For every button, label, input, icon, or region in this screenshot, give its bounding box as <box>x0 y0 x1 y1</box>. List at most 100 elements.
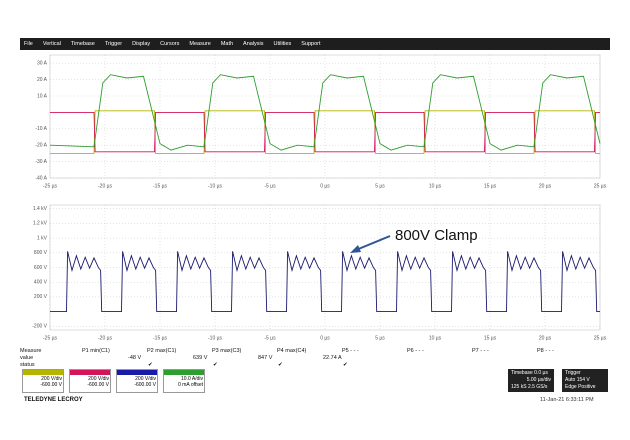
y-tick-label: 200 V <box>34 294 48 300</box>
menu-item[interactable]: Trigger <box>104 41 123 47</box>
channel-offset: -600.00 V <box>40 382 62 388</box>
measure-value: -48 V <box>128 355 142 361</box>
channel-offset: 0 mA offset <box>178 382 203 388</box>
x-tick-label: 5 µs <box>375 183 385 189</box>
x-tick-label: -5 µs <box>264 183 276 189</box>
channel-offset: -600.00 V <box>134 382 156 388</box>
trigger-label: Trigger <box>565 370 581 376</box>
x-tick-label: -15 µs <box>153 183 167 189</box>
x-tick-label: 0 µs <box>320 335 330 341</box>
measure-table: Measure P1 min(C1) P2 max(C1) P3 max(C3) P4 … <box>20 348 610 369</box>
x-tick-label: -20 µs <box>98 335 112 341</box>
timebase-box[interactable]: Timebase 0.0 µs 5.00 µs/div 125 kS 2.5 G… <box>508 369 554 392</box>
measure-values: value -48 V 639 V 847 V 22.74 A <box>20 355 610 362</box>
annotation-arrow <box>355 235 391 251</box>
trigger-type: Edge <box>565 384 577 390</box>
measure-value: 847 V <box>258 355 273 361</box>
x-tick-label: 25 µs <box>594 183 607 189</box>
y-tick-label: 1 kV <box>37 235 48 241</box>
channel-color <box>117 370 157 375</box>
x-tick-label: 5 µs <box>375 335 385 341</box>
measure-header: P3 max(C3) <box>212 348 242 354</box>
y-tick-label: 800 V <box>34 250 48 256</box>
measure-value: 639 V <box>193 355 208 361</box>
measure-header: P6 - - - <box>407 348 424 354</box>
measure-header: P7 - - - <box>472 348 489 354</box>
measure-header: P8 - - - <box>537 348 554 354</box>
trace <box>50 251 600 313</box>
measure-status: status ✔ ✔ ✔ ✔ <box>20 362 348 368</box>
channel-box[interactable]: 10.0 A/div 0 mA offset <box>163 369 205 393</box>
timebase-delay: 0.0 µs <box>534 370 548 376</box>
measure-header: Measure <box>20 348 42 354</box>
y-tick-label: -10 A <box>35 126 47 132</box>
timebase-samples: 125 kS <box>511 384 527 390</box>
menu-item[interactable]: Cursors <box>160 41 180 47</box>
x-tick-label: 10 µs <box>429 183 442 189</box>
menu-item[interactable]: Display <box>132 41 151 47</box>
annotation: 800V Clamp <box>395 227 478 244</box>
x-tick-label: 25 µs <box>594 335 607 341</box>
timebase-scale: 5.00 µs/div <box>526 377 551 383</box>
menu-item[interactable]: Measure <box>189 41 211 47</box>
trigger-slope: Positive <box>578 384 596 390</box>
menu-item[interactable]: Vertical <box>42 41 61 47</box>
x-tick-label: -15 µs <box>153 335 167 341</box>
y-tick-label: 30 A <box>37 61 48 67</box>
menu-bar: File Vertical Timebase Trigger Display Cursor… <box>20 38 610 50</box>
trigger-mode: Auto <box>565 377 576 383</box>
x-tick-label: 10 µs <box>429 335 442 341</box>
x-tick-label: 15 µs <box>484 335 497 341</box>
channel-box[interactable]: 200 V/div -600.00 V <box>116 369 158 393</box>
menu-item[interactable]: File <box>24 41 33 47</box>
x-tick-label: 20 µs <box>539 183 552 189</box>
x-tick-label: -25 µs <box>43 335 57 341</box>
y-tick-label: 1.4 kV <box>33 206 48 212</box>
measure-header: Measure P1 min(C1) P2 max(C1) P3 max(C3) P4 … <box>20 348 610 355</box>
channel-box[interactable]: 200 V/div -600.00 V <box>22 369 64 393</box>
y-tick-label: 400 V <box>34 280 48 286</box>
measure-header: P4 max(C4) <box>277 348 307 354</box>
channel-color <box>70 370 110 375</box>
timestamp: 11-Jan-21 6:33:11 PM <box>540 397 594 403</box>
x-tick-label: 0 µs <box>320 183 330 189</box>
timebase-label: Timebase <box>511 370 533 376</box>
channel-scale: 200 V/div <box>135 376 156 382</box>
arrow-head <box>350 245 361 253</box>
menu-item[interactable]: Analysis <box>243 41 264 47</box>
channel-color <box>23 370 63 375</box>
menu-item[interactable]: Math <box>220 41 234 47</box>
menu-item[interactable]: Support <box>301 41 321 47</box>
trace <box>50 111 600 153</box>
channel-scale: 200 V/div <box>88 376 109 382</box>
plot-frame <box>49 204 601 331</box>
x-tick-label: 20 µs <box>539 335 552 341</box>
channel-offset: -600.00 V <box>87 382 109 388</box>
measure-header: P5 - - - <box>342 348 359 354</box>
x-tick-label: 15 µs <box>484 183 497 189</box>
x-tick-label: -5 µs <box>264 335 276 341</box>
x-tick-label: -25 µs <box>43 183 57 189</box>
timebase-rate: 2.5 GS/s <box>527 384 548 390</box>
y-tick-label: -200 V <box>32 324 47 330</box>
channel-color <box>164 370 204 375</box>
y-tick-label: -20 A <box>35 143 47 149</box>
status-label: status <box>20 362 35 368</box>
y-tick-label: 10 A <box>37 93 48 99</box>
y-tick-label: -40 A <box>35 175 47 181</box>
measure-header: P1 min(C1) <box>82 348 110 354</box>
measure-header: P2 max(C1) <box>147 348 177 354</box>
x-tick-label: -10 µs <box>208 335 222 341</box>
channel-scale: 10.0 A/div <box>181 376 203 382</box>
channel-box[interactable]: 200 V/div -600.00 V <box>69 369 111 393</box>
y-tick-label: 20 A <box>37 77 48 83</box>
menu-item[interactable]: Utilities <box>273 41 292 47</box>
trigger-box[interactable]: Trigger Auto 154 V Edge Positive <box>562 369 608 392</box>
trigger-level: 154 V <box>576 377 590 383</box>
y-tick-label: 600 V <box>34 265 48 271</box>
menu-item[interactable]: Timebase <box>70 41 95 47</box>
measure-value: 22.74 A <box>323 355 342 361</box>
x-tick-label: -10 µs <box>208 183 222 189</box>
